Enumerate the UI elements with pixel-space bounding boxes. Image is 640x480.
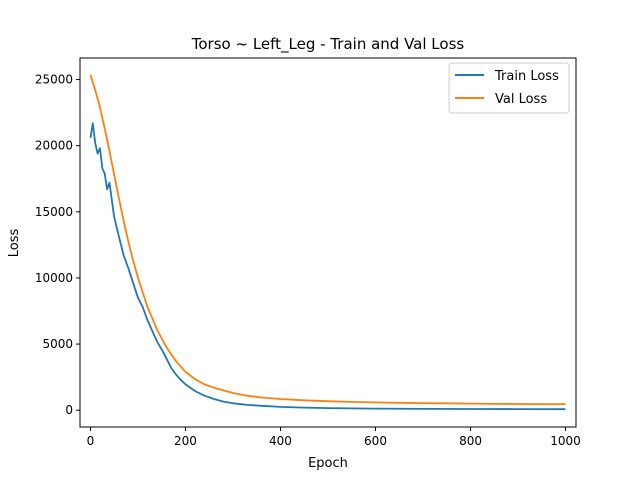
x-axis-label: Epoch [308, 456, 348, 471]
x-tick-label: 400 [269, 434, 292, 448]
y-tick-label: 15000 [35, 205, 73, 219]
y-tick-label: 5000 [42, 337, 73, 351]
y-tick-label: 20000 [35, 139, 73, 153]
y-axis: 0 5000 10000 15000 20000 25000 [35, 73, 80, 417]
legend: Train Loss Val Loss [448, 62, 570, 114]
series-line-val-loss [89, 74, 566, 406]
x-tick-label: 0 [87, 434, 95, 448]
plot-frame [79, 57, 577, 428]
legend-val-label: Val Loss [495, 92, 547, 107]
y-tick-label: 25000 [35, 73, 73, 87]
x-tick-label: 1000 [550, 434, 581, 448]
y-axis-label: Loss [7, 229, 22, 258]
chart-title: Torso ~ Left_Leg - Train and Val Loss [191, 35, 465, 54]
y-tick-label: 0 [65, 403, 73, 417]
x-tick-label: 600 [364, 434, 387, 448]
x-tick-label: 200 [174, 434, 197, 448]
series-layer [89, 74, 566, 411]
x-tick-label: 800 [459, 434, 482, 448]
x-axis: 0 200 400 600 800 1000 [87, 427, 581, 448]
series-line-train-loss [89, 122, 566, 411]
legend-train-label: Train Loss [494, 69, 559, 84]
y-tick-label: 10000 [35, 271, 73, 285]
